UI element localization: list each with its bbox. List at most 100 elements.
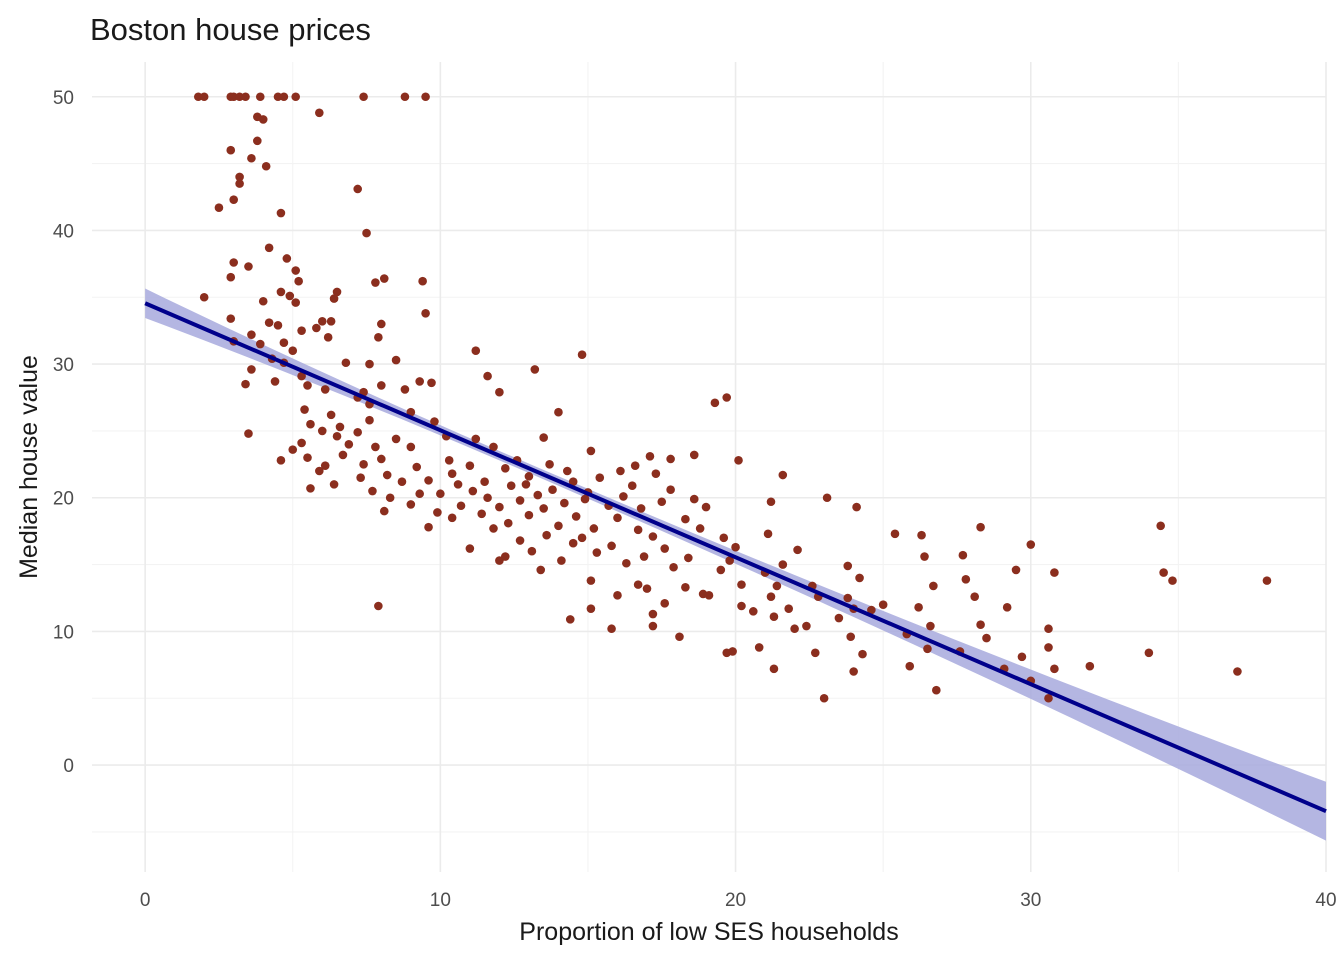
data-point	[406, 500, 416, 509]
data-point	[276, 208, 286, 218]
data-point	[589, 524, 599, 533]
data-point	[382, 470, 392, 480]
data-point	[365, 359, 374, 369]
data-point	[660, 544, 670, 553]
data-point	[315, 108, 324, 118]
data-point	[326, 317, 336, 326]
data-point	[932, 685, 941, 695]
data-point	[226, 272, 236, 282]
data-point	[303, 453, 312, 462]
data-point	[923, 644, 932, 654]
data-point	[430, 417, 439, 426]
data-point	[580, 494, 590, 504]
data-point	[406, 407, 416, 417]
data-point	[379, 274, 389, 283]
data-point	[562, 466, 572, 476]
data-point	[323, 333, 333, 342]
data-point	[374, 601, 383, 611]
data-point	[763, 529, 773, 539]
data-point	[554, 521, 563, 531]
data-point	[483, 493, 492, 503]
data-point	[291, 298, 300, 307]
y-tick-label: 30	[53, 355, 74, 376]
data-point	[926, 621, 935, 631]
data-point	[320, 385, 330, 394]
data-point	[315, 466, 324, 476]
data-point	[651, 469, 661, 478]
data-point	[592, 548, 602, 557]
data-point	[639, 552, 649, 561]
data-point	[456, 501, 466, 511]
data-point	[359, 92, 368, 102]
x-tick-label: 30	[1020, 890, 1041, 911]
data-point	[235, 172, 244, 182]
data-point	[914, 603, 923, 612]
data-point	[1002, 603, 1012, 612]
data-point	[193, 92, 203, 102]
data-point	[1168, 576, 1177, 585]
data-point	[427, 378, 436, 388]
chart-title: Boston house prices	[90, 12, 371, 47]
data-point	[619, 492, 628, 501]
data-point	[961, 574, 971, 584]
data-point	[406, 442, 416, 452]
data-point	[226, 314, 236, 323]
data-point	[695, 524, 705, 533]
data-point	[214, 203, 224, 212]
data-point	[377, 319, 386, 329]
data-point	[704, 591, 714, 600]
data-point	[539, 433, 548, 442]
data-point	[255, 339, 265, 349]
data-point	[917, 530, 926, 540]
data-point	[524, 472, 534, 481]
data-point	[317, 317, 327, 326]
y-tick-label: 0	[63, 756, 74, 777]
x-axis-tick-labels: 0 10 20 30 40	[140, 890, 1337, 911]
data-point	[279, 92, 289, 102]
data-point	[722, 393, 732, 402]
data-point	[297, 371, 306, 381]
data-point	[247, 365, 256, 374]
data-point	[317, 426, 327, 436]
data-point	[264, 318, 274, 327]
data-point	[421, 308, 430, 318]
data-point	[235, 179, 244, 188]
data-point	[681, 514, 690, 524]
data-point	[199, 92, 209, 102]
data-point	[734, 456, 743, 465]
data-point	[377, 454, 386, 464]
data-point	[878, 600, 888, 609]
data-point	[424, 522, 433, 532]
data-point	[595, 473, 605, 482]
data-point	[329, 294, 339, 303]
data-point	[737, 580, 746, 589]
data-point	[247, 330, 256, 339]
data-point	[533, 490, 543, 500]
data-point	[297, 438, 306, 448]
data-point	[793, 545, 802, 555]
data-point	[689, 494, 699, 504]
data-point	[843, 561, 853, 571]
data-point	[332, 287, 342, 297]
data-point	[471, 346, 481, 356]
data-point	[273, 321, 283, 330]
data-point	[681, 582, 690, 592]
data-point	[312, 323, 321, 333]
data-point	[616, 466, 625, 476]
data-point	[613, 591, 622, 600]
data-point	[453, 480, 463, 489]
data-point	[754, 643, 764, 652]
regression-line	[144, 301, 1327, 814]
data-point	[306, 484, 315, 493]
data-point	[536, 565, 546, 575]
y-tick-label: 40	[53, 221, 74, 242]
data-point	[229, 258, 239, 267]
data-point	[769, 612, 779, 622]
data-point	[557, 556, 566, 565]
data-point	[748, 607, 758, 616]
data-point	[362, 228, 371, 238]
data-point	[554, 407, 563, 417]
x-axis-title: Proportion of low SES households	[519, 918, 898, 946]
data-point	[822, 493, 832, 503]
y-axis-title: Median house value	[15, 355, 43, 579]
